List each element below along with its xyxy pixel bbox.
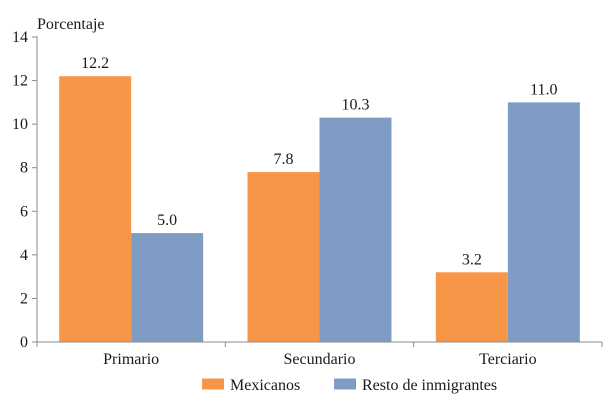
y-tick-label: 2 xyxy=(20,290,28,307)
bar-value-label: 5.0 xyxy=(157,212,177,229)
legend: Mexicanos Resto de inmigrantes xyxy=(202,377,497,394)
y-axis-label: Porcentaje xyxy=(37,16,105,33)
bar-1-1 xyxy=(319,117,392,342)
x-tick-label: Secundario xyxy=(284,351,356,368)
y-tick-label: 14 xyxy=(12,29,28,46)
bar-0-1 xyxy=(247,172,320,342)
bar-value-label: 11.0 xyxy=(530,81,557,98)
bar-0-0 xyxy=(59,76,132,342)
x-tick-label: Primario xyxy=(103,351,159,368)
bar-0-2 xyxy=(435,272,508,342)
x-tick-label: Terciario xyxy=(479,351,537,368)
y-tick-label: 6 xyxy=(20,203,28,220)
bar-1-0 xyxy=(131,233,204,342)
bar-value-label: 10.3 xyxy=(342,97,370,114)
bars: 12.2 5.0 7.8 10.3 3.2 11.0 xyxy=(59,55,580,342)
y-tick-label: 4 xyxy=(20,247,28,264)
bar-value-label: 3.2 xyxy=(462,251,482,268)
bar-value-label: 12.2 xyxy=(81,55,109,72)
y-axis: 0 2 4 6 8 10 12 14 xyxy=(12,29,38,351)
y-tick-label: 8 xyxy=(20,160,28,177)
x-axis: Primario Secundario Terciario xyxy=(36,341,603,368)
bar-value-label: 7.8 xyxy=(274,151,294,168)
legend-label-0: Mexicanos xyxy=(230,377,300,394)
legend-swatch-0 xyxy=(202,378,224,390)
legend-swatch-1 xyxy=(334,378,356,390)
legend-label-1: Resto de inmigrantes xyxy=(362,377,497,394)
y-tick-label: 12 xyxy=(12,73,28,90)
y-tick-label: 10 xyxy=(12,116,28,133)
bar-1-2 xyxy=(507,102,580,342)
y-tick-label: 0 xyxy=(20,334,28,351)
